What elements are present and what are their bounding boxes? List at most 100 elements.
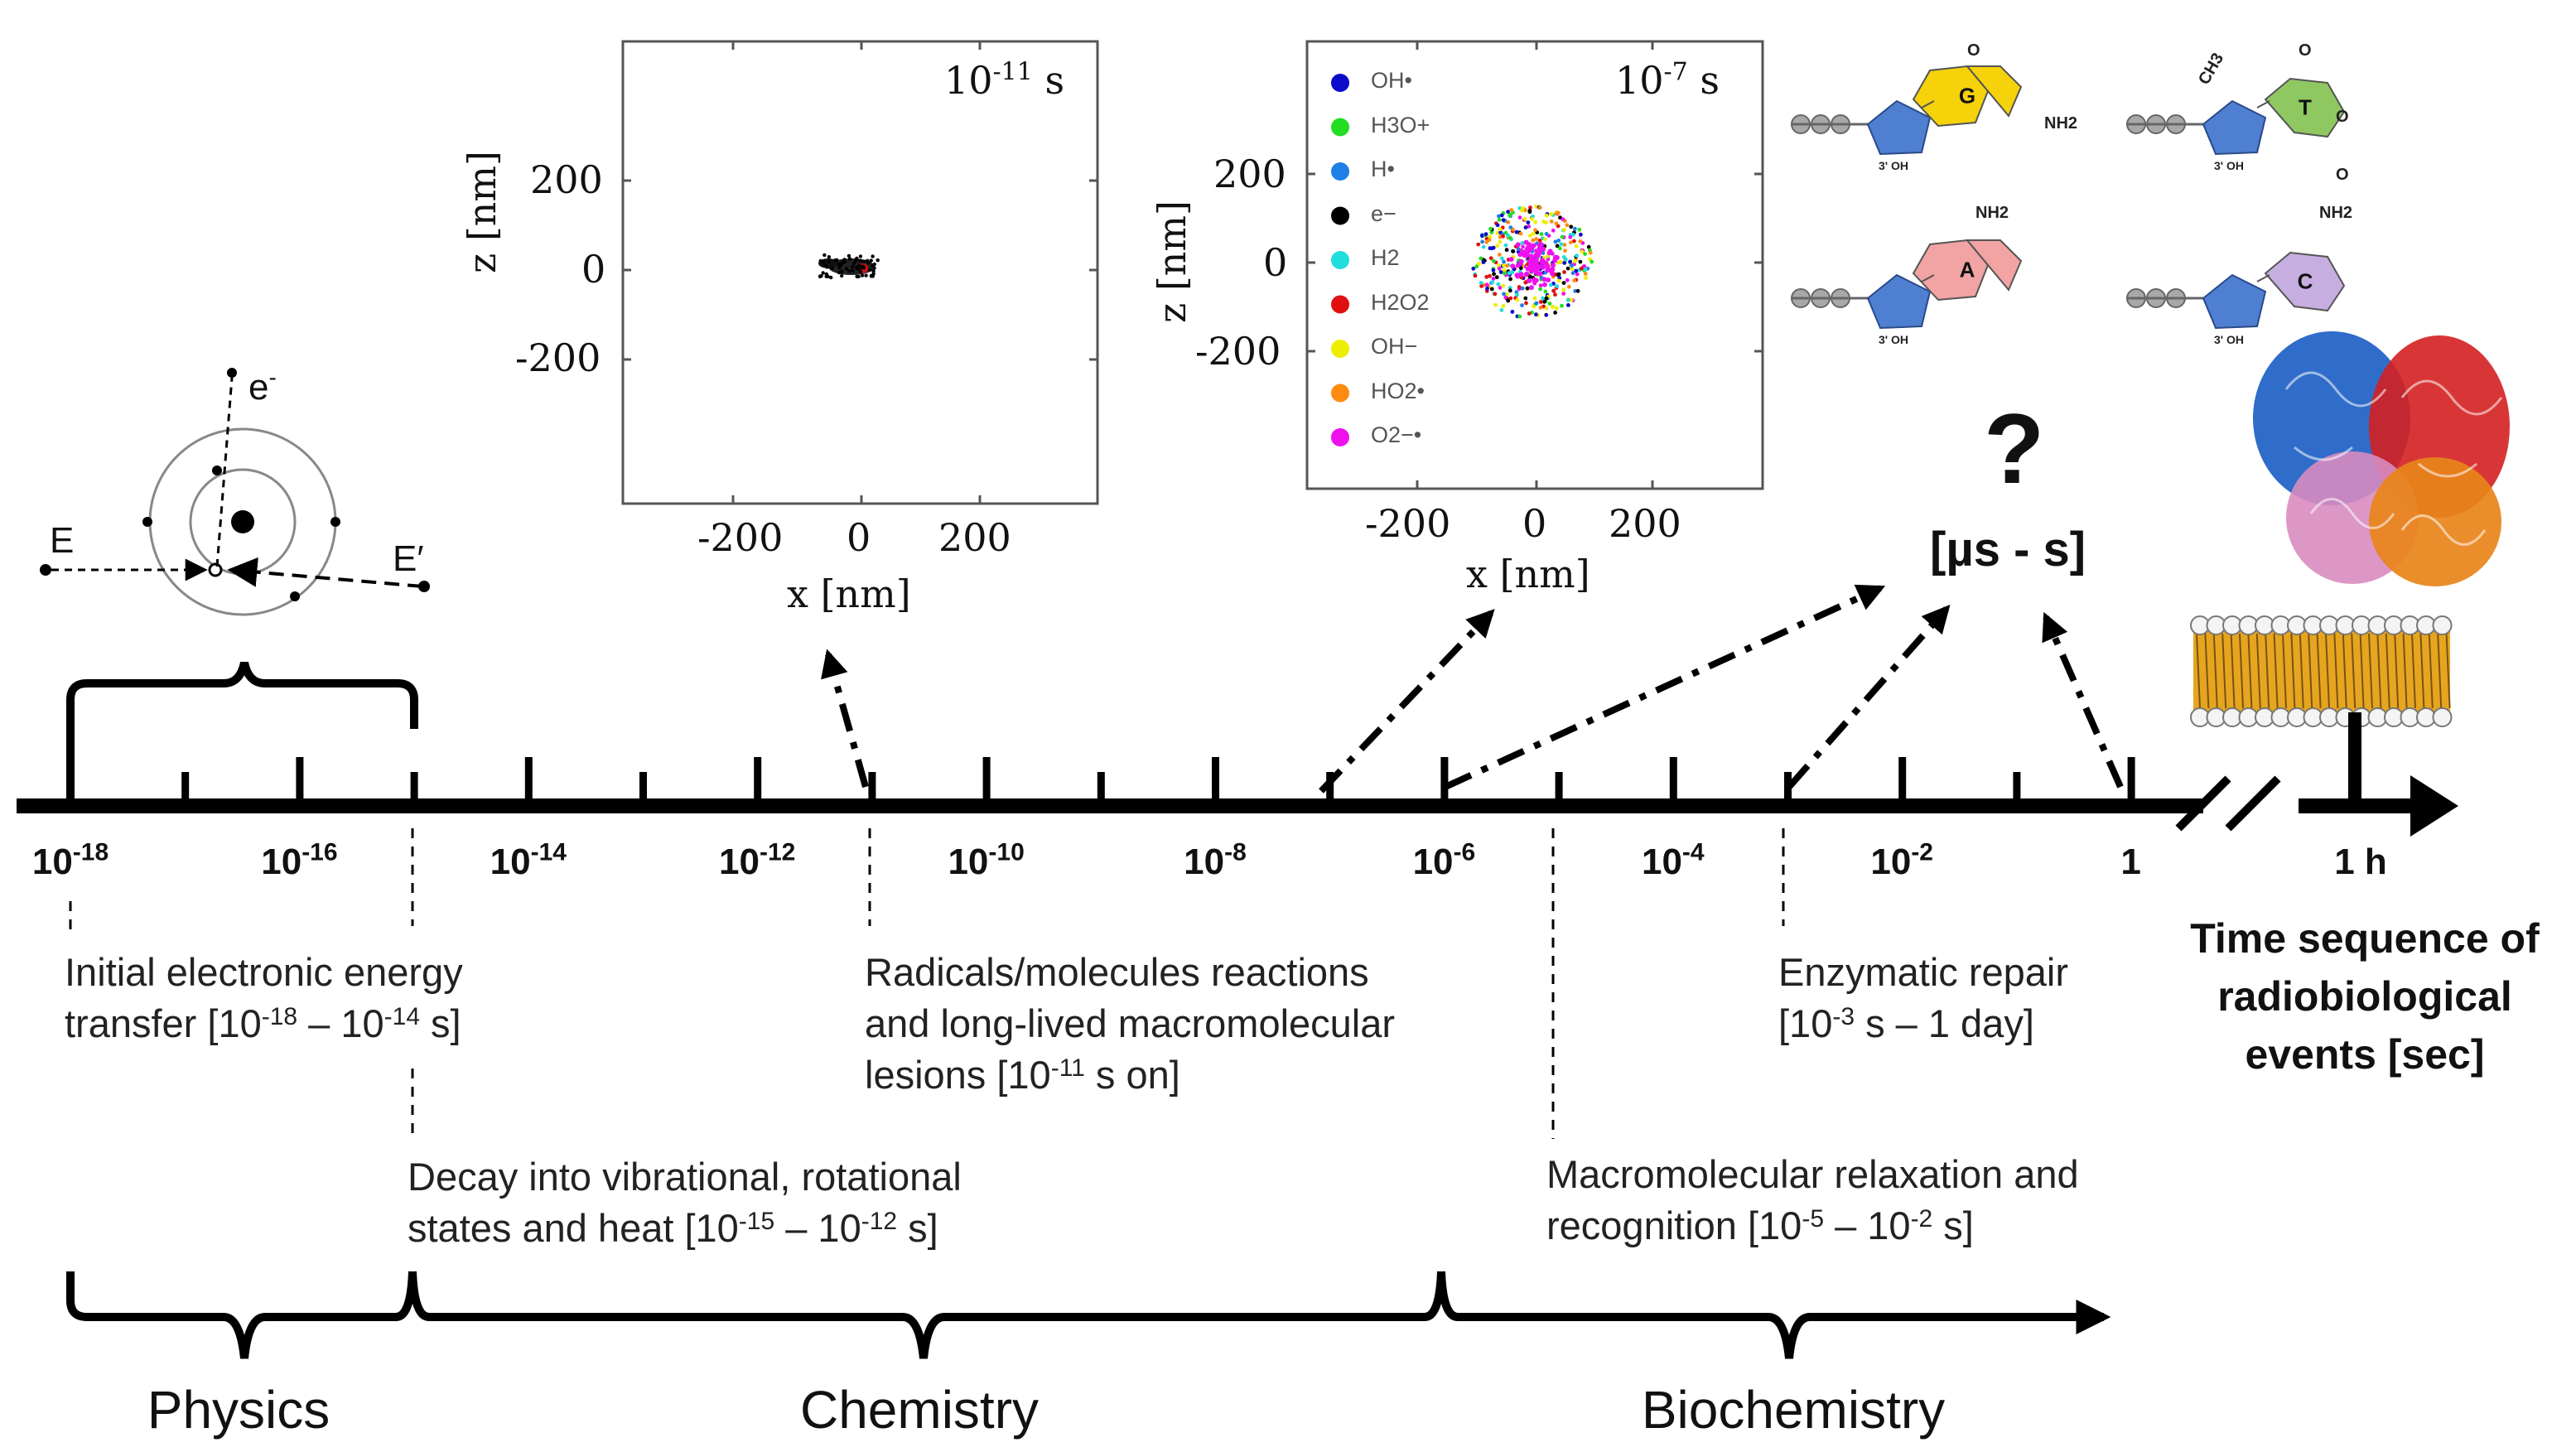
species-dot	[1556, 278, 1561, 283]
track-dot	[840, 269, 844, 273]
species-dot	[1553, 311, 1557, 315]
plot2-xlabel: x [nm]	[1466, 552, 1590, 596]
ejected-path	[215, 377, 234, 567]
species-dot	[1588, 250, 1593, 255]
sugar-ring	[2202, 99, 2267, 156]
species-dot	[1474, 264, 1479, 269]
plot1-ytick: 200	[530, 157, 603, 202]
species-dot	[1508, 296, 1513, 301]
lipid-tail	[2445, 633, 2451, 709]
species-dot	[1510, 263, 1516, 269]
lipid-tail	[2359, 633, 2365, 709]
axis-title: Time sequence of radiobiological events …	[2166, 909, 2564, 1083]
species-dot	[1493, 292, 1498, 297]
lipid-tail	[2419, 633, 2425, 709]
species-dot	[1491, 268, 1496, 273]
species-dot	[1514, 273, 1520, 278]
species-dot	[1579, 232, 1583, 237]
species-dot	[1551, 228, 1556, 233]
track-dot	[858, 269, 863, 274]
species-dot	[1544, 312, 1549, 317]
species-dot	[1555, 284, 1560, 288]
species-dot	[1502, 263, 1506, 268]
tick-label: 10-2	[1870, 838, 1934, 882]
sugar-ring	[1866, 99, 1932, 156]
phase-brackets	[66, 1271, 2111, 1359]
species-dot	[1532, 296, 1537, 301]
species-dot	[1508, 225, 1513, 229]
lipid-tail	[2299, 633, 2304, 709]
species-dot	[1544, 296, 1549, 301]
membrane-tails	[2193, 630, 2450, 712]
question-range: [µs - s]	[1930, 523, 2086, 576]
glycosidic-bond	[2256, 274, 2270, 282]
species-dot	[1527, 258, 1533, 263]
species-dot	[1498, 227, 1503, 232]
plot1-time-label: 10-11 s	[944, 57, 1065, 103]
atom-label-outgoing: E′	[393, 538, 424, 579]
major-tick	[1212, 757, 1219, 798]
axis-title-line: radiobiological	[2217, 973, 2512, 1020]
species-dot	[1570, 267, 1575, 272]
arrow-to-question-1	[1444, 584, 1886, 790]
lipid-tail	[2368, 633, 2373, 709]
lipid-tail	[2273, 633, 2279, 709]
species-dot	[1477, 261, 1481, 266]
species-dot	[1518, 258, 1524, 264]
connector-arrows	[821, 584, 2124, 794]
lipid-head	[2432, 615, 2453, 635]
track-dot	[829, 275, 833, 280]
base-letter: A	[1959, 257, 1975, 282]
event-text-line: lesions [10-11 s on]	[865, 1053, 1180, 1097]
plot2-ytick: -200	[1195, 329, 1281, 374]
phase-label-chemistry: Chemistry	[799, 1380, 1040, 1440]
species-dot	[1526, 220, 1531, 224]
minor-tick	[1555, 772, 1563, 798]
track-dot	[869, 258, 873, 263]
lipid-tail	[2411, 633, 2416, 709]
minor-tick	[1097, 772, 1105, 798]
atom-electron	[142, 517, 152, 527]
lipid-tail	[2333, 633, 2339, 709]
atom-electron	[212, 466, 222, 475]
track-dot	[818, 258, 822, 263]
event-enzymatic: Enzymatic repair [10-3 s – 1 day]	[1778, 947, 2068, 1049]
species-dot	[1502, 268, 1507, 273]
track-dot	[825, 264, 829, 268]
species-dot	[1492, 272, 1496, 277]
species-dot	[1499, 213, 1504, 218]
species-dot	[1547, 248, 1553, 254]
track-dot	[857, 258, 862, 263]
legend-label: H2O2	[1371, 289, 1430, 315]
species-dot	[1553, 292, 1557, 297]
hydroxyl-label: 3' OH	[2214, 333, 2245, 346]
species-dot	[1579, 266, 1584, 271]
track-dot	[860, 273, 865, 277]
species-dot	[1510, 310, 1515, 314]
tick-label: 10-8	[1184, 838, 1247, 882]
species-dot	[1511, 249, 1516, 253]
species-dot	[1565, 266, 1570, 271]
track-dot	[872, 262, 877, 267]
species-dot	[1525, 266, 1531, 272]
lipid-tail	[2437, 633, 2443, 709]
species-dot	[1506, 233, 1510, 238]
species-dot	[1523, 280, 1528, 285]
species-dot	[1551, 263, 1556, 268]
species-dot	[1553, 239, 1558, 244]
atom-electron	[290, 591, 300, 601]
species-dot	[1523, 239, 1529, 245]
species-dot	[1582, 264, 1587, 268]
atom-electron	[330, 517, 340, 527]
species-dot	[1532, 304, 1536, 309]
major-tick	[1440, 757, 1449, 798]
incoming-particle	[40, 564, 51, 576]
axis-break-mark	[2175, 775, 2231, 832]
species-dot	[1538, 287, 1542, 292]
species-dot	[1533, 228, 1537, 233]
species-dot	[1531, 238, 1536, 243]
species-dot	[1502, 292, 1506, 297]
lipid-tail	[2247, 633, 2253, 709]
track-dot	[827, 260, 831, 264]
